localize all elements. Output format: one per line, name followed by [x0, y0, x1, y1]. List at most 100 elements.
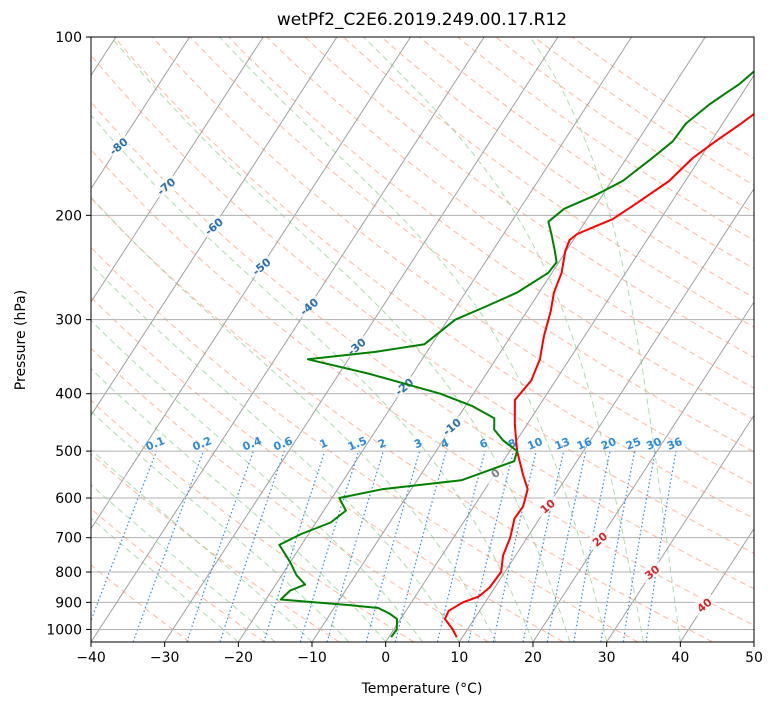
isotherm-label-bg: [689, 591, 717, 617]
dry-adiabat: [91, 507, 265, 642]
moist-adiabat: [91, 196, 497, 642]
x-tick-label: −20: [224, 650, 254, 666]
dry-adiabat: [91, 101, 754, 590]
dewpoint-line: [278, 70, 754, 638]
isotherm-line: [385, 74, 754, 642]
mixing-ratio-line: [299, 450, 360, 642]
temperature-line: [443, 112, 754, 638]
dry-adiabat: [495, 37, 754, 214]
isotherm-line: [311, 37, 706, 642]
dry-adiabat: [266, 37, 754, 389]
inline-labels: 0.1 0.2 0.4 0.6 1 1.5 2 3 4 6 8 10 13 16 20 25 30 36-100-…: [9, 52, 717, 617]
mixing-ratio-line: [394, 450, 447, 642]
mixing-ratio-line: [91, 450, 158, 622]
axes: −40 −30 −20 −10 0 10 20 30 40 50 100 200 300 400 500 60…: [46, 30, 763, 666]
isotherm-label: -100: [9, 52, 39, 80]
moist-adiabat: [91, 368, 387, 642]
isotherm-label-bg: [585, 525, 613, 551]
y-tick-label: 900: [55, 595, 82, 611]
isotherm-label-bg: [151, 172, 179, 198]
isotherm-label-bg: [294, 292, 322, 319]
isotherm-line: [532, 301, 754, 642]
mixing-ratio-line: [622, 450, 656, 642]
dry-adiabat: [419, 37, 754, 270]
mixing-ratio-label: 20: [599, 435, 618, 453]
x-axis-label: Temperature (°C): [361, 681, 483, 697]
isotherm-label-bg: [247, 252, 274, 279]
x-tick-label: 20: [524, 650, 542, 666]
dry-adiabat: [533, 37, 754, 186]
x-tick-label: 0: [381, 650, 390, 666]
background-lines: [91, 37, 754, 642]
y-tick-label: 500: [55, 444, 82, 460]
y-tick-label: 200: [55, 208, 82, 224]
isotherm-label: -90: [59, 95, 83, 118]
moist-adiabat: [91, 114, 534, 642]
dry-adiabat: [91, 54, 754, 554]
dry-adiabat: [571, 37, 754, 160]
isotherm-label-bg: [533, 492, 560, 518]
mixing-ratio-label: 10: [525, 435, 544, 453]
x-tick-label: −40: [76, 650, 106, 666]
dry-adiabat: [91, 399, 415, 642]
x-tick-label: 30: [598, 650, 616, 666]
mixing-ratio-label: 6: [478, 436, 490, 451]
mixing-ratio-line: [645, 450, 677, 642]
isotherm-line: [91, 37, 412, 530]
isotherm-line: [606, 414, 754, 642]
mixing-ratio-label: 2: [376, 436, 388, 451]
mixing-ratio-line: [219, 450, 285, 642]
moist-adiabat: [91, 517, 239, 642]
isotherm-label-bg: [199, 212, 227, 239]
isotherm-line: [91, 37, 264, 303]
profile-lines: [278, 70, 754, 638]
mixing-ratio-label: 8: [506, 436, 518, 451]
isotherm-line: [458, 187, 754, 642]
isotherm-label-bg: [104, 132, 131, 158]
y-tick-label: 100: [55, 30, 82, 46]
dry-adiabat: [91, 347, 489, 642]
dry-adiabat: [190, 37, 754, 453]
moist-adiabat: [91, 319, 423, 642]
mixing-ratio-line: [436, 450, 486, 642]
mixing-ratio-line: [600, 450, 636, 642]
y-tick-label: 700: [55, 531, 82, 547]
dry-adiabat: [91, 296, 564, 642]
y-axis-label: Pressure (hPa): [13, 290, 29, 390]
moist-adiabat: [91, 484, 276, 642]
x-tick-label: 50: [745, 650, 763, 666]
isotherm-line: [91, 37, 485, 642]
mixing-ratio-line: [365, 450, 421, 642]
isotherm-label-bg: [342, 332, 370, 359]
y-tick-label: 300: [55, 313, 82, 329]
dry-adiabat: [91, 246, 639, 642]
y-tick-label: 400: [55, 387, 82, 403]
chart-title: wetPf2_C2E6.2019.249.00.17.R12: [277, 10, 567, 30]
moist-adiabat: [529, 37, 681, 642]
mixing-ratio-line: [492, 450, 537, 642]
dry-adiabat: [91, 453, 340, 642]
mixing-ratio-line: [467, 450, 515, 642]
mixing-ratio-label: 30: [644, 435, 663, 453]
isotherm-label-bg: [9, 52, 36, 77]
y-tick-label: 1000: [46, 622, 82, 638]
y-tick-label: 600: [55, 491, 82, 507]
mixing-ratio-label: 1: [318, 436, 330, 451]
plot-frame: [90, 36, 755, 643]
mixing-ratio-label: 36: [665, 435, 684, 453]
dry-adiabat: [91, 197, 713, 642]
x-tick-label: 40: [671, 650, 689, 666]
isotherm-label-bg: [389, 372, 417, 399]
moist-adiabat: [111, 37, 571, 642]
mixing-ratio-line: [263, 450, 326, 642]
isotherm-line: [91, 37, 338, 417]
isotherm-label-bg: [637, 558, 665, 584]
isotherm-line: [237, 37, 633, 642]
dry-adiabat: [91, 149, 754, 626]
mixing-ratio-label: 13: [553, 435, 572, 453]
mixing-ratio-label: 16: [575, 435, 594, 453]
dry-adiabat: [304, 37, 754, 358]
x-tick-label: −30: [150, 650, 180, 666]
x-tick-label: 10: [450, 650, 468, 666]
